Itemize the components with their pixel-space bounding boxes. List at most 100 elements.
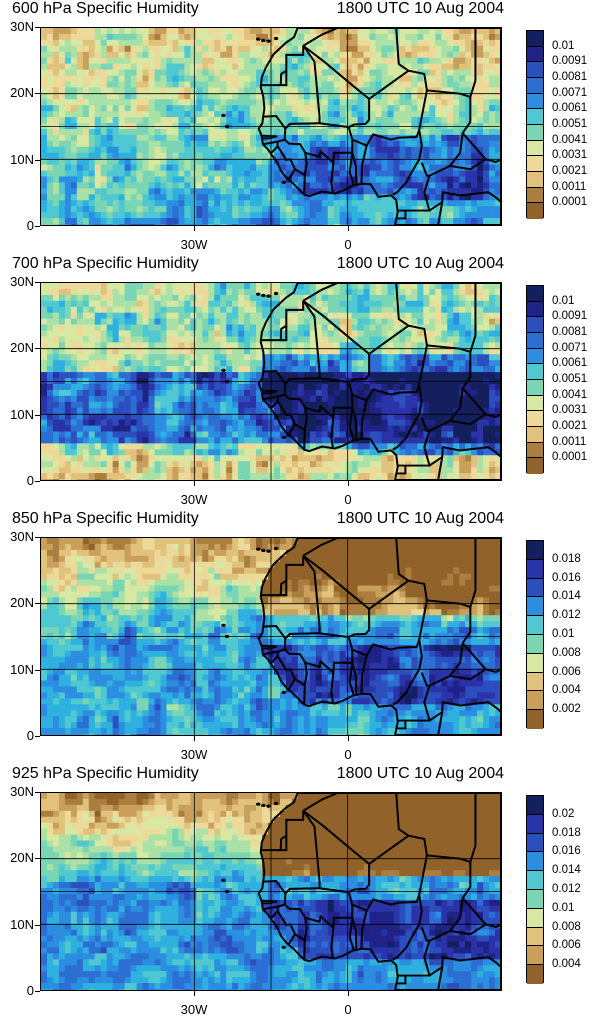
country-border <box>347 324 428 402</box>
country-border <box>302 28 338 47</box>
lat-tick <box>35 858 40 860</box>
lat-tick <box>35 669 40 671</box>
panel-valid-time: 1800 UTC 10 Aug 2004 <box>336 510 504 527</box>
country-border <box>303 152 308 176</box>
panel-valid-time: 1800 UTC 10 Aug 2004 <box>336 0 504 17</box>
country-border <box>485 668 501 674</box>
lat-tick <box>35 348 40 350</box>
lat-tick-label: 30N <box>10 274 34 289</box>
colorbar-label: 0.01 <box>552 628 575 640</box>
colorbar-swatch <box>527 710 543 729</box>
colorbar <box>526 540 544 729</box>
country-border <box>302 538 338 557</box>
island <box>221 878 226 882</box>
island <box>281 180 286 184</box>
colorbar-label: 0.01 <box>552 901 575 914</box>
country-border <box>347 579 428 657</box>
island <box>261 38 266 43</box>
country-border <box>279 300 305 341</box>
country-border <box>397 430 431 467</box>
panel-title: 925 hPa Specific Humidity <box>12 765 199 782</box>
country-border <box>294 678 306 705</box>
island <box>221 368 226 372</box>
country-border <box>395 465 407 475</box>
map-panel: 850 hPa Specific Humidity 1800 UTC 10 Aug… <box>0 510 600 765</box>
colorbar-swatch <box>527 109 543 125</box>
country-border <box>437 711 444 735</box>
island <box>256 547 261 551</box>
island <box>266 294 271 298</box>
island <box>266 549 271 553</box>
country-border <box>360 910 368 949</box>
country-border <box>485 158 501 164</box>
colorbar-swatch <box>527 411 543 427</box>
lat-tick <box>35 481 40 482</box>
map-panel: 700 hPa Specific Humidity 1800 UTC 10 Aug… <box>0 255 600 510</box>
map-svg <box>41 793 501 990</box>
lon-tick <box>348 991 349 996</box>
lat-tick-label: 10N <box>10 916 34 932</box>
country-border <box>395 283 410 327</box>
country-border <box>397 940 431 977</box>
country-border <box>420 599 472 687</box>
country-border <box>294 168 306 195</box>
lat-tick-label: 10N <box>10 661 34 677</box>
coastline <box>257 28 501 225</box>
country-border <box>261 325 288 342</box>
country-border <box>449 132 488 171</box>
country-border <box>395 28 410 72</box>
colorbar-swatch <box>527 814 543 834</box>
colorbar-swatch <box>527 541 543 560</box>
colorbar-swatch <box>527 852 543 872</box>
colorbar-label: 0.0011 <box>552 180 587 193</box>
country-border <box>437 201 444 225</box>
colorbar-swatch <box>527 458 543 474</box>
lat-tick-label: 0 <box>26 983 34 998</box>
island <box>261 548 266 553</box>
country-border <box>428 955 501 977</box>
colorbar-swatch <box>527 634 543 654</box>
colorbar-label: 0.016 <box>552 845 581 858</box>
colorbar-label: 0.0091 <box>552 55 588 68</box>
island <box>256 37 261 41</box>
island <box>273 546 279 551</box>
colorbar <box>526 285 544 474</box>
country-border <box>449 387 488 426</box>
colorbar-label: 0.0041 <box>552 133 588 146</box>
lon-tick <box>194 226 195 231</box>
country-border <box>397 685 431 722</box>
colorbar-swatch <box>527 653 543 673</box>
lon-tick <box>194 736 195 741</box>
country-border <box>294 933 306 960</box>
colorbar-swatch <box>527 379 543 396</box>
country-border <box>469 538 477 608</box>
colorbar-swatch <box>527 597 543 617</box>
humidity-map <box>40 792 502 991</box>
country-border <box>261 899 278 905</box>
coastline <box>257 538 501 735</box>
lat-tick <box>35 924 40 926</box>
lon-tick <box>348 736 349 741</box>
country-border <box>437 456 444 480</box>
colorbar-label: 0.018 <box>552 552 581 565</box>
colorbar-label: 0.01 <box>552 294 575 307</box>
country-border <box>420 89 472 177</box>
colorbar-label: 0.0031 <box>552 149 588 162</box>
map-svg <box>41 283 501 480</box>
colorbar-swatch <box>527 871 543 890</box>
country-border <box>449 897 488 936</box>
lat-tick-label: 20N <box>10 85 34 101</box>
colorbar-swatch <box>527 442 543 459</box>
colorbar-swatch <box>527 578 543 598</box>
country-border <box>330 672 335 703</box>
colorbar-swatch <box>527 946 543 966</box>
colorbar-swatch <box>527 156 543 172</box>
country-border <box>351 152 358 185</box>
country-border <box>302 44 371 129</box>
country-border <box>330 417 335 448</box>
colorbar-label: 0.0021 <box>552 420 588 432</box>
lat-tick <box>35 603 40 605</box>
country-border <box>420 344 472 432</box>
lon-tick <box>194 991 195 996</box>
colorbar-label: 0.008 <box>552 646 581 659</box>
